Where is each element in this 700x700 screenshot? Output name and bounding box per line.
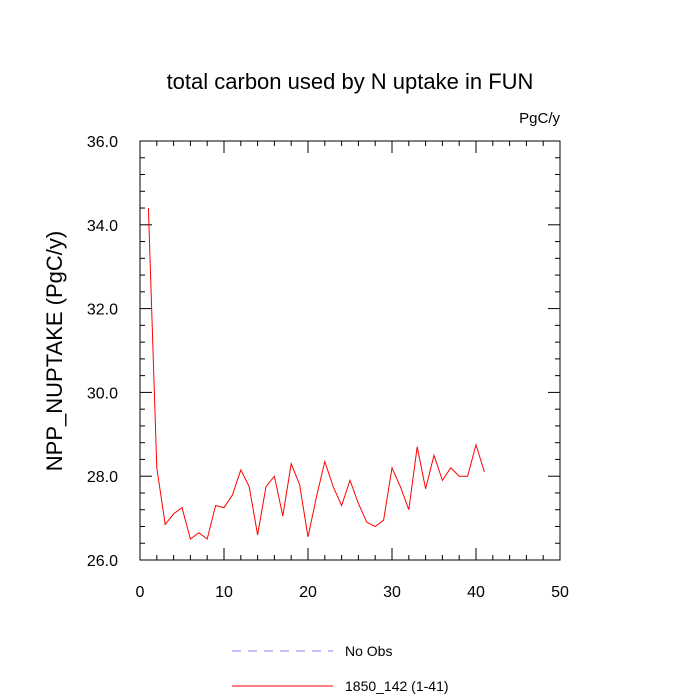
series-lines [147,208,485,540]
y-tick-label: 28.0 [87,469,118,486]
legend: No Obs 1850_142 (1-41) [232,643,449,694]
plot-frame [139,140,561,561]
y-tick-label: 26.0 [87,553,118,570]
x-tick-label: 40 [467,584,485,601]
axis-ticks [139,140,561,561]
y-tick-label: 32.0 [87,302,118,319]
x-tick-label: 30 [383,584,401,601]
y-tick-label: 34.0 [87,218,118,235]
axis-tick-labels: 0 10 20 30 40 50 26.0 28.0 30.0 32.0 34.0 36.0 [87,134,569,601]
y-axis-label: NPP_NUPTAKE (PgC/y) [42,231,67,471]
chart-title: total carbon used by N uptake in FUN [167,69,534,94]
y-tick-label: 36.0 [87,134,118,151]
x-tick-label: 50 [551,584,569,601]
x-tick-label: 10 [215,584,233,601]
x-tick-label: 0 [136,584,145,601]
legend-label: No Obs [345,643,392,659]
x-tick-label: 20 [299,584,317,601]
units-label: PgC/y [519,110,560,127]
y-tick-label: 30.0 [87,385,118,402]
series-line [147,208,485,540]
legend-label: 1850_142 (1-41) [345,678,449,694]
